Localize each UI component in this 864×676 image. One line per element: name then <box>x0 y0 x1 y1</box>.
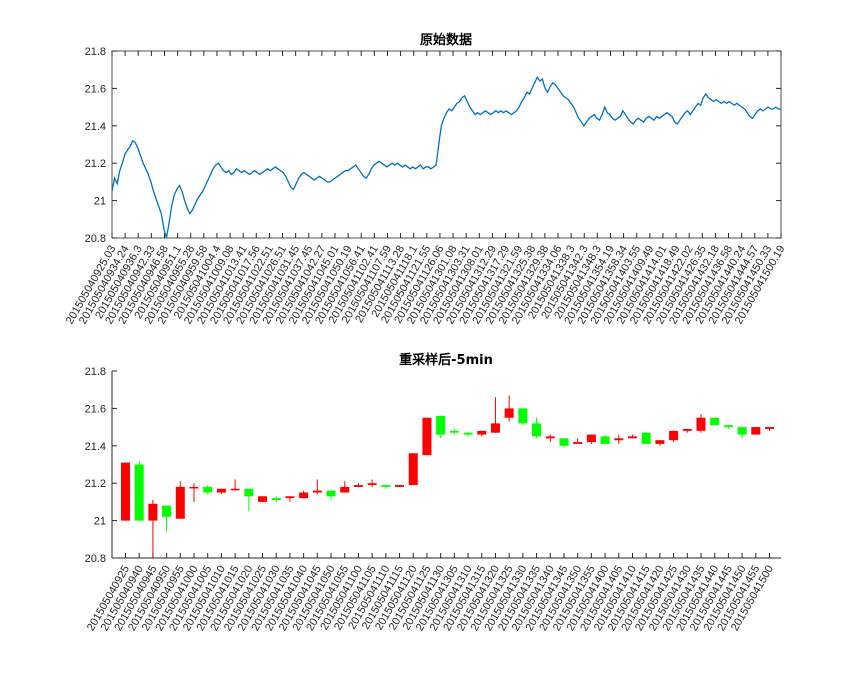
y-tick-label: 21.6 <box>85 83 106 95</box>
candle-body <box>751 427 761 435</box>
resampled-candles <box>121 395 774 558</box>
y-tick-label: 21.4 <box>85 121 106 133</box>
candle-body <box>203 486 213 493</box>
candle-body <box>230 488 240 491</box>
candle-body <box>258 496 268 502</box>
candle-body <box>504 408 514 418</box>
candle-body <box>189 486 199 489</box>
y-tick-label: 21.8 <box>85 46 106 58</box>
y-tick-label: 21 <box>94 516 106 528</box>
candle-body <box>463 432 473 435</box>
candle-body <box>422 417 432 456</box>
candle-body <box>627 436 637 439</box>
candle-body <box>175 486 185 519</box>
candle-body <box>641 432 651 444</box>
candle-body <box>532 423 542 437</box>
resampled-chart: 重采样后-5min 20.8 21 21.2 21.4 21.6 21.8 2015050… <box>85 352 781 633</box>
y-tick-label: 20.8 <box>85 233 106 245</box>
raw-data-chart: 原始数据 20.8 21 21.2 21.4 21.6 21.8 201505040925… <box>64 32 788 326</box>
candle-body <box>490 423 500 433</box>
candle-body <box>559 438 569 446</box>
candle-body <box>148 503 158 521</box>
resampled-chart-title: 重采样后-5min <box>399 352 493 368</box>
candle-body <box>353 485 363 487</box>
raw-data-chart-title: 原始数据 <box>420 32 472 48</box>
candle-body <box>408 453 418 486</box>
candle-body <box>285 496 295 499</box>
resampled-x-axis: 2015050409252015050409402015050409452015… <box>85 553 781 633</box>
raw-data-y-axis: 20.8 21 21.2 21.4 21.6 21.8 <box>85 46 781 245</box>
candle-body <box>545 436 555 439</box>
candle-body <box>600 436 610 444</box>
candle-body <box>162 505 172 517</box>
raw-data-series <box>111 75 781 239</box>
candle-body <box>449 430 459 433</box>
candle-body <box>121 462 130 521</box>
raw-data-plot-area <box>111 50 782 239</box>
candle-body <box>381 485 391 487</box>
candle-body <box>395 485 405 487</box>
candle-body <box>696 417 706 431</box>
candle-body <box>326 490 336 497</box>
candle-body <box>134 464 144 521</box>
candle-body <box>271 498 281 501</box>
raw-data-line <box>111 75 781 239</box>
candle-body <box>723 425 733 428</box>
candle-body <box>216 488 226 493</box>
candle-body <box>367 483 377 486</box>
y-tick-label: 21.2 <box>85 158 106 170</box>
y-tick-label: 20.8 <box>85 553 106 565</box>
candle-body <box>436 415 446 435</box>
candle-body <box>737 427 747 435</box>
candle-body <box>244 488 254 497</box>
candle-body <box>299 492 309 499</box>
candle-body <box>710 417 720 426</box>
candle-body <box>573 442 583 444</box>
y-tick-label: 21.2 <box>85 478 106 490</box>
raw-data-x-axis: 201505040925.03201505040934.242015050409… <box>64 51 788 326</box>
candle-body <box>586 434 596 443</box>
resampled-y-axis: 20.8 21 21.2 21.4 21.6 21.8 <box>85 366 117 565</box>
candle-body <box>477 430 487 435</box>
candle-body <box>655 440 665 444</box>
y-tick-label: 21 <box>94 196 106 208</box>
candle-body <box>765 427 774 429</box>
candle-body <box>682 428 692 431</box>
y-tick-label: 21.8 <box>85 366 106 378</box>
candle-body <box>518 408 528 424</box>
candle-body <box>312 490 322 493</box>
candle-body <box>669 430 679 441</box>
candle-body <box>614 438 624 441</box>
y-tick-label: 21.4 <box>85 441 106 453</box>
candle-body <box>340 486 350 493</box>
y-tick-label: 21.6 <box>85 403 106 415</box>
